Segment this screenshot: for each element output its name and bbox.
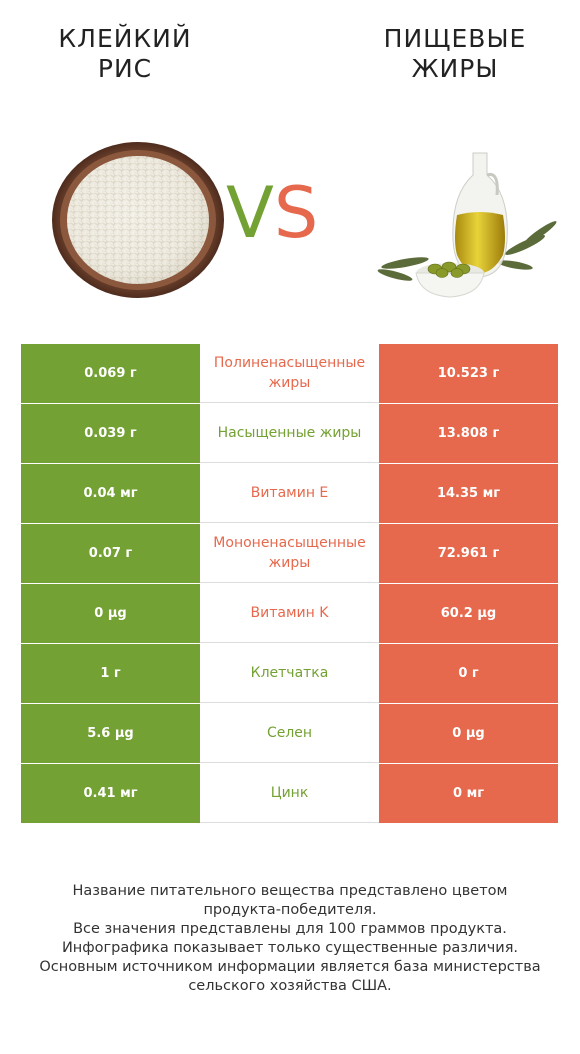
nutrient-name: Селен <box>266 725 313 741</box>
right-title-line1: ПИЩЕВЫЕ <box>383 24 527 53</box>
footer-line: продукта-победителя. <box>203 902 377 918</box>
left-title-line1: КЛЕЙКИЙ <box>58 24 192 53</box>
right-value-cell: 13.808 г <box>379 404 558 463</box>
nutrient-name: Насыщенные жиры <box>217 425 362 441</box>
right-value-cell: 0 мг <box>379 764 558 823</box>
right-value-cell: 10.523 г <box>379 344 558 403</box>
left-value-cell: 0.04 мг <box>21 464 200 523</box>
left-value-cell: 0.07 г <box>21 524 200 583</box>
nutrient-name: Полиненасыщенные жиры <box>213 355 366 391</box>
nutrient-name: Витамин E <box>250 485 329 501</box>
nutrient-name: Цинк <box>270 785 309 801</box>
nutrient-name-cell: Насыщенные жиры <box>200 404 379 463</box>
right-value-cell: 60.2 µg <box>379 584 558 643</box>
nutrient-name-cell: Цинк <box>200 764 379 823</box>
vs-s-letter: S <box>273 172 319 254</box>
table-row: 1 г Клетчатка 0 г <box>21 644 558 704</box>
right-value-cell: 0 г <box>379 644 558 703</box>
table-row: 0.07 г Мононенасыщенные жиры 72.961 г <box>21 524 558 584</box>
nutrient-name: Мононенасыщенные жиры <box>213 535 366 571</box>
right-value-cell: 72.961 г <box>379 524 558 583</box>
left-value-cell: 5.6 µg <box>21 704 200 763</box>
nutrient-name-cell: Полиненасыщенные жиры <box>200 344 379 403</box>
left-product-title: КЛЕЙКИЙ РИС <box>15 24 235 84</box>
left-value-cell: 1 г <box>21 644 200 703</box>
left-title-line2: РИС <box>97 54 153 83</box>
left-value-cell: 0.41 мг <box>21 764 200 823</box>
footer-line: Инфографика показывает только существенн… <box>61 940 519 956</box>
table-row: 0.039 г Насыщенные жиры 13.808 г <box>21 404 558 464</box>
right-product-title: ПИЩЕВЫЕ ЖИРЫ <box>345 24 565 84</box>
nutrient-name: Витамин K <box>250 605 329 621</box>
nutrient-name-cell: Мононенасыщенные жиры <box>200 524 379 583</box>
footer-line: Название питательного вещества представл… <box>72 883 508 899</box>
left-value-cell: 0.039 г <box>21 404 200 463</box>
rice-bowl-image <box>52 142 224 298</box>
olive-oil-image <box>377 152 557 298</box>
left-value-cell: 0.069 г <box>21 344 200 403</box>
versus-label: VS <box>226 168 354 258</box>
table-row: 0.04 мг Витамин E 14.35 мг <box>21 464 558 524</box>
footer-line: Основным источником информации является … <box>39 959 541 975</box>
nutrient-name-cell: Витамин K <box>200 584 379 643</box>
table-row: 0.069 г Полиненасыщенные жиры 10.523 г <box>21 344 558 404</box>
table-row: 0 µg Витамин K 60.2 µg <box>21 584 558 644</box>
right-value-cell: 14.35 мг <box>379 464 558 523</box>
right-value-cell: 0 µg <box>379 704 558 763</box>
nutrient-name-cell: Витамин E <box>200 464 379 523</box>
vs-v-letter: V <box>226 172 274 254</box>
nutrient-name-cell: Клетчатка <box>200 644 379 703</box>
nutrient-name: Клетчатка <box>250 665 329 681</box>
footer-note: Название питательного вещества представл… <box>10 882 570 996</box>
footer-line: Все значения представлены для 100 граммо… <box>73 921 507 937</box>
nutrient-comparison-table: 0.069 г Полиненасыщенные жиры 10.523 г 0.03… <box>21 344 558 824</box>
table-row: 0.41 мг Цинк 0 мг <box>21 764 558 824</box>
nutrient-name-cell: Селен <box>200 704 379 763</box>
right-title-line2: ЖИРЫ <box>411 54 499 83</box>
footer-line: сельского хозяйства США. <box>188 978 392 994</box>
table-row: 5.6 µg Селен 0 µg <box>21 704 558 764</box>
left-value-cell: 0 µg <box>21 584 200 643</box>
